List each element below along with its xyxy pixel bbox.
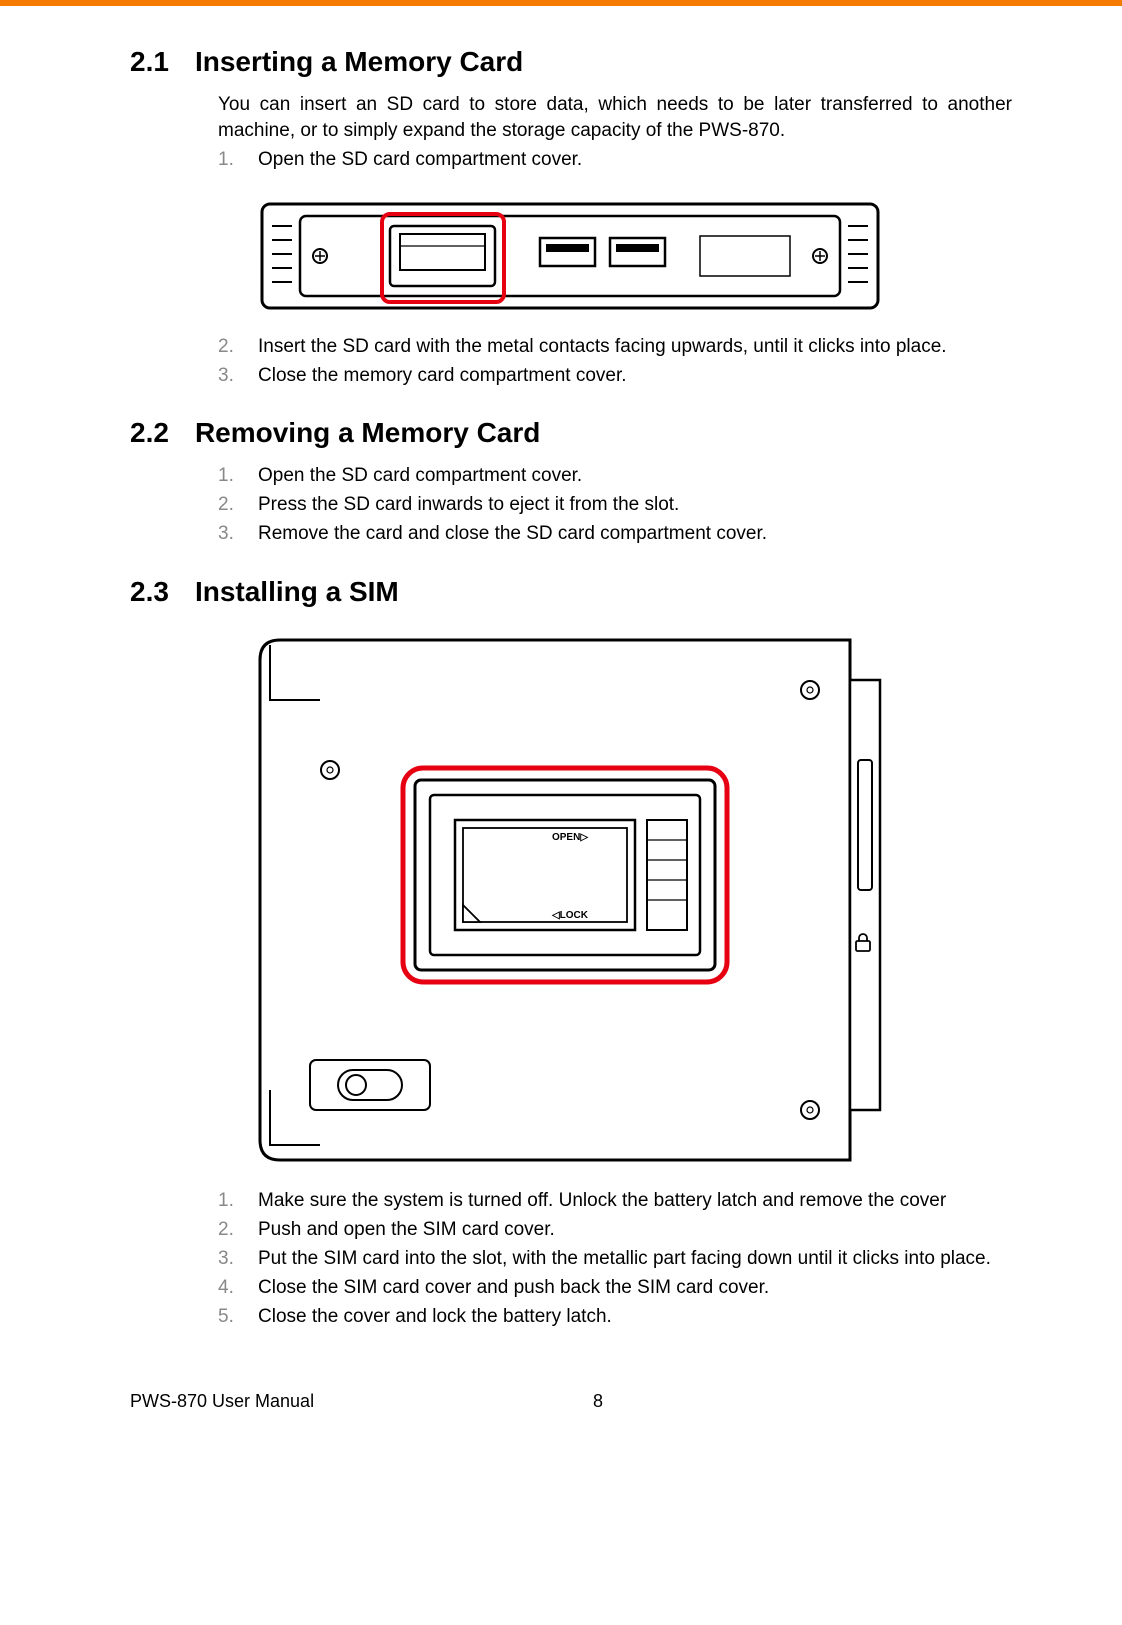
section-2-3-heading: 2.3 Installing a SIM: [130, 576, 1012, 608]
step-number: 3.: [218, 521, 234, 547]
step-number: 2.: [218, 1217, 234, 1243]
figure-sim-slot: OPEN▷ ◁LOCK: [250, 630, 1012, 1170]
step-number: 3.: [218, 1246, 234, 1272]
section-title-text: Inserting a Memory Card: [195, 46, 523, 77]
step-item: 5. Close the cover and lock the battery l…: [218, 1304, 1012, 1330]
step-number: 4.: [218, 1275, 234, 1301]
step-text: Press the SD card inwards to eject it fr…: [258, 494, 679, 515]
lock-label: ◁LOCK: [551, 910, 589, 921]
section-number: 2.1: [130, 46, 169, 78]
step-text: Push and open the SIM card cover.: [258, 1219, 555, 1240]
section-title-text: Removing a Memory Card: [195, 417, 540, 448]
step-item: 1. Open the SD card compartment cover.: [218, 463, 1012, 489]
page-footer: PWS-870 User Manual 8: [130, 1391, 1012, 1412]
step-item: 1. Open the SD card compartment cover.: [218, 147, 1012, 173]
footer-page-number: 8: [184, 1391, 1012, 1412]
step-text: Close the memory card compartment cover.: [258, 365, 627, 386]
section-2-1-heading: 2.1 Inserting a Memory Card: [130, 46, 1012, 78]
figure-sd-slot: [260, 196, 1012, 316]
step-text: Insert the SD card with the metal contac…: [258, 336, 947, 357]
step-number: 5.: [218, 1304, 234, 1330]
section-2-1-steps-top: 1. Open the SD card compartment cover.: [218, 147, 1012, 173]
step-item: 4. Close the SIM card cover and push back…: [218, 1275, 1012, 1301]
step-number: 1.: [218, 463, 234, 489]
step-number: 3.: [218, 363, 234, 389]
step-text: Remove the card and close the SD card co…: [258, 523, 767, 544]
step-item: 3. Put the SIM card into the slot, with t…: [218, 1246, 1012, 1272]
step-item: 2. Insert the SD card with the metal cont…: [218, 334, 1012, 360]
section-title-text: Installing a SIM: [195, 576, 399, 607]
step-number: 1.: [218, 147, 234, 173]
open-label: OPEN▷: [552, 832, 589, 843]
step-text: Close the SIM card cover and push back t…: [258, 1277, 769, 1298]
section-2-1-intro: You can insert an SD card to store data,…: [218, 92, 1012, 143]
page-content: 2.1 Inserting a Memory Card You can inser…: [0, 6, 1122, 1442]
section-number: 2.2: [130, 417, 169, 449]
step-item: 1. Make sure the system is turned off. Un…: [218, 1188, 1012, 1214]
step-item: 2. Press the SD card inwards to eject it …: [218, 492, 1012, 518]
step-number: 2.: [218, 334, 234, 360]
step-item: 3. Remove the card and close the SD card …: [218, 521, 1012, 547]
section-number: 2.3: [130, 576, 169, 608]
step-text: Open the SD card compartment cover.: [258, 149, 582, 170]
step-number: 1.: [218, 1188, 234, 1214]
section-2-2-steps: 1. Open the SD card compartment cover. 2.…: [218, 463, 1012, 548]
section-2-3-steps: 1. Make sure the system is turned off. Un…: [218, 1188, 1012, 1331]
step-text: Put the SIM card into the slot, with the…: [258, 1248, 991, 1269]
step-text: Open the SD card compartment cover.: [258, 465, 582, 486]
step-number: 2.: [218, 492, 234, 518]
step-item: 3. Close the memory card compartment cove…: [218, 363, 1012, 389]
section-2-1-steps-bottom: 2. Insert the SD card with the metal cont…: [218, 334, 1012, 389]
section-2-2-heading: 2.2 Removing a Memory Card: [130, 417, 1012, 449]
step-text: Make sure the system is turned off. Unlo…: [258, 1190, 946, 1211]
step-item: 2. Push and open the SIM card cover.: [218, 1217, 1012, 1243]
step-text: Close the cover and lock the battery lat…: [258, 1306, 612, 1327]
